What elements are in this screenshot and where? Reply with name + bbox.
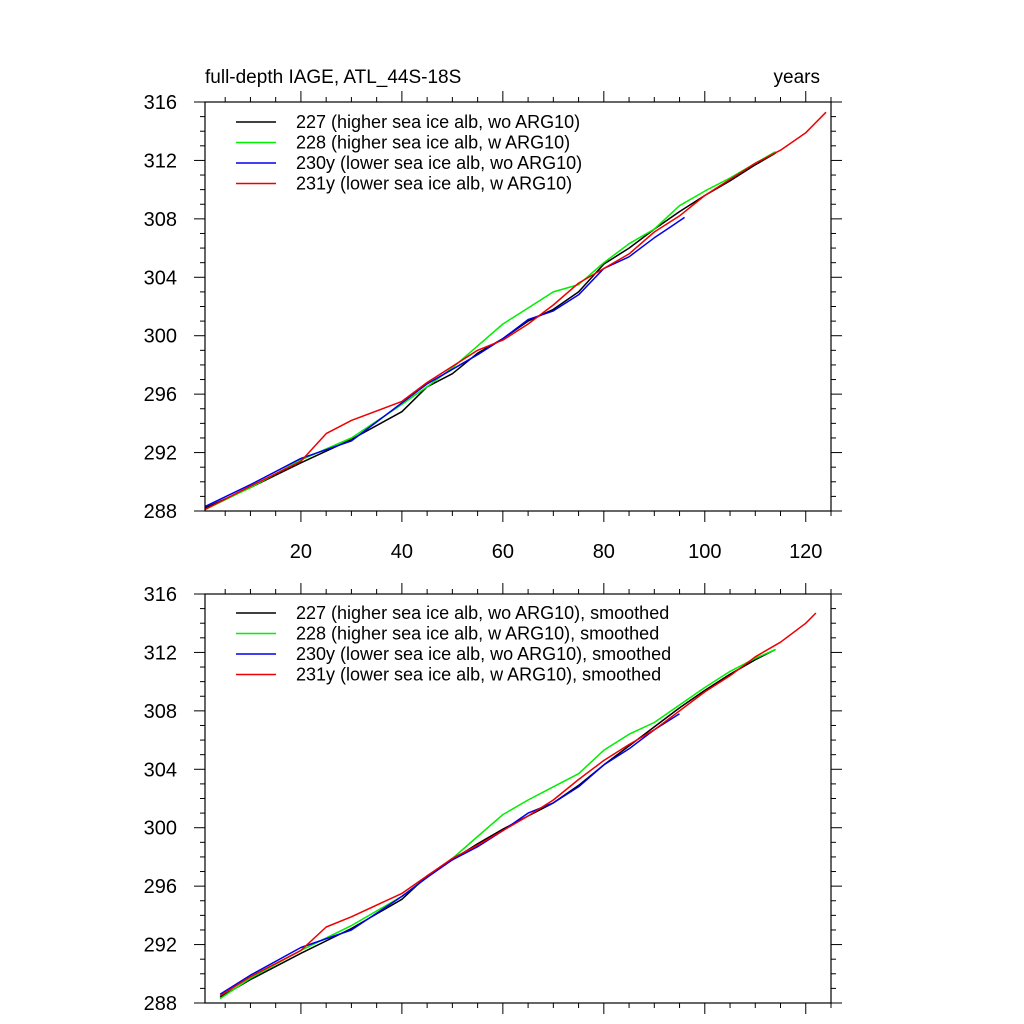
x-tick-label: 80 — [593, 541, 615, 563]
y-tick-label: 288 — [144, 993, 177, 1015]
units-label: years — [774, 67, 820, 88]
panel-title: full-depth IAGE, ATL_44S-18S — [205, 67, 461, 88]
y-tick-label: 296 — [144, 384, 177, 406]
series-lines — [219, 612, 817, 1000]
y-tick-label: 300 — [144, 326, 177, 348]
legend-label-2: 230y (lower sea ice alb, wo ARG10) — [296, 153, 582, 173]
series-line-1 — [204, 151, 776, 511]
legend: 227 (higher sea ice alb, wo ARG10), smoo… — [236, 603, 671, 685]
legend-label-2: 230y (lower sea ice alb, wo ARG10), smoo… — [296, 644, 671, 664]
axis-ticks: 288 292 296 300 304 308 312 316 20 40 60 80 100 120 — [144, 91, 842, 563]
legend-label-0: 227 (higher sea ice alb, wo ARG10) — [296, 112, 580, 132]
legend-label-1: 228 (higher sea ice alb, w ARG10) — [296, 133, 570, 153]
y-tick-label: 312 — [144, 642, 177, 664]
y-tick-label: 308 — [144, 209, 177, 231]
y-tick-label: 316 — [144, 92, 177, 114]
y-tick-label: 312 — [144, 150, 177, 172]
series-line-0 — [204, 152, 776, 509]
legend-label-1: 228 (higher sea ice alb, w ARG10), smoot… — [296, 624, 659, 644]
series-lines — [204, 111, 827, 511]
x-tick-label: 120 — [789, 541, 822, 563]
x-tick-label: 60 — [492, 541, 514, 563]
x-tick-label: 20 — [290, 541, 312, 563]
x-tick-label: 40 — [391, 541, 413, 563]
series-line-3 — [219, 612, 817, 997]
y-tick-label: 304 — [144, 759, 177, 781]
top-panel: full-depth IAGE, ATL_44S-18S years 288 29… — [144, 67, 842, 563]
series-line-3 — [204, 111, 827, 511]
legend: 227 (higher sea ice alb, wo ARG10)228 (h… — [236, 112, 582, 194]
series-line-1 — [219, 648, 776, 1000]
plot-frame — [204, 593, 832, 1004]
series-line-2 — [204, 216, 686, 508]
y-tick-label: 308 — [144, 701, 177, 723]
x-tick-label: 100 — [688, 541, 721, 563]
y-tick-label: 288 — [144, 501, 177, 523]
y-tick-label: 292 — [144, 443, 177, 465]
axis-ticks: 288 292 296 300 304 308 312 316 — [144, 583, 842, 1015]
legend-label-0: 227 (higher sea ice alb, wo ARG10), smoo… — [296, 603, 669, 623]
legend-label-3: 231y (lower sea ice alb, w ARG10) — [296, 174, 572, 194]
y-tick-label: 304 — [144, 267, 177, 289]
y-tick-label: 296 — [144, 876, 177, 898]
bottom-panel: 288 292 296 300 304 308 312 316 227 (higher sea… — [144, 583, 842, 1015]
legend-label-3: 231y (lower sea ice alb, w ARG10), smoot… — [296, 665, 661, 685]
y-tick-label: 316 — [144, 584, 177, 606]
plot-frame — [204, 101, 832, 512]
y-tick-label: 300 — [144, 818, 177, 840]
y-tick-label: 292 — [144, 935, 177, 957]
